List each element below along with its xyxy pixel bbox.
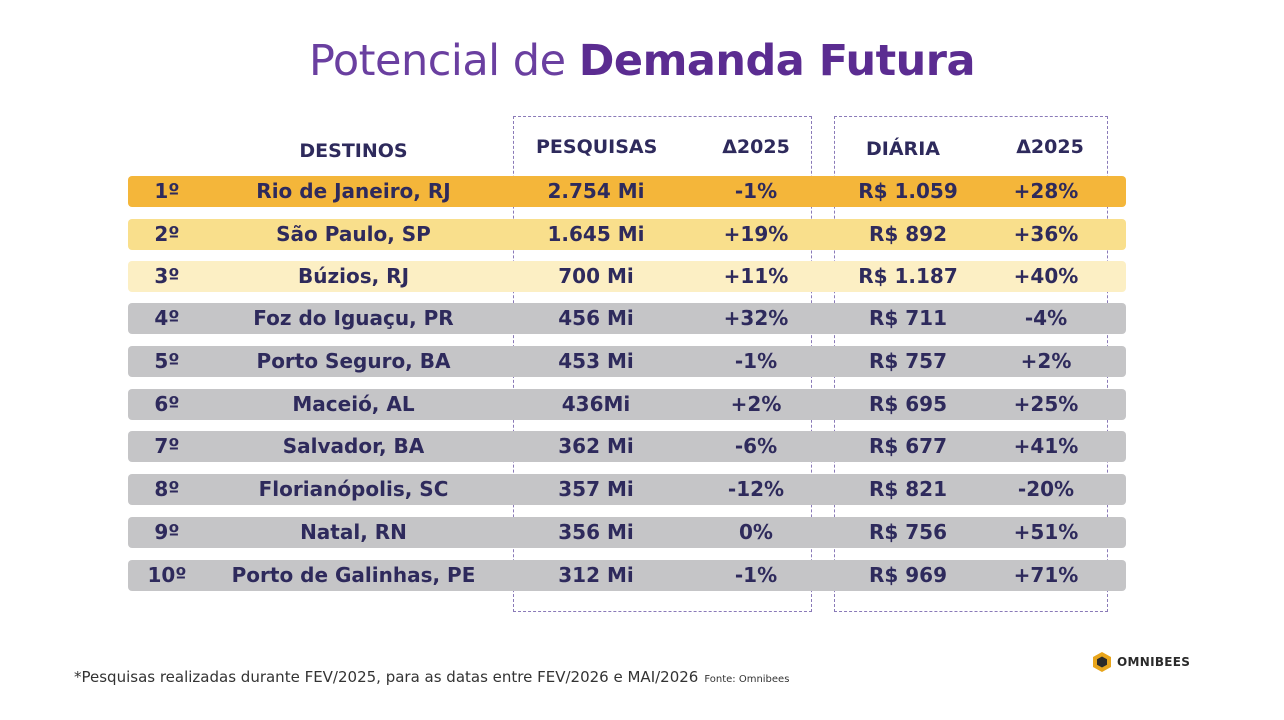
- row-rank: 7º: [154, 434, 180, 458]
- row-rank: 3º: [154, 264, 180, 288]
- header-delta-diaria: Δ2025: [1016, 136, 1084, 158]
- header-delta-pesquisas: Δ2025: [722, 136, 790, 158]
- row-delta-diaria: -20%: [1017, 477, 1075, 501]
- omnibees-logo: OMNIBEES: [1092, 650, 1190, 674]
- footer-note: *Pesquisas realizadas durante FEV/2025, …: [74, 668, 789, 686]
- row-pesquisas: 436Mi: [561, 392, 631, 416]
- row-rank: 1º: [154, 179, 180, 203]
- row-delta-diaria: +40%: [1013, 264, 1079, 288]
- row-destino: Búzios, RJ: [297, 264, 410, 288]
- row-delta-diaria: +71%: [1013, 563, 1079, 587]
- row-delta-diaria: +41%: [1013, 434, 1079, 458]
- row-destino: Rio de Janeiro, RJ: [256, 179, 451, 203]
- row-diaria: R$ 695: [868, 392, 948, 416]
- row-destino: Porto de Galinhas, PE: [231, 563, 476, 587]
- row-destino: Foz do Iguaçu, PR: [253, 306, 454, 330]
- row-diaria: R$ 821: [868, 477, 948, 501]
- row-destino: Maceió, AL: [292, 392, 415, 416]
- table-row: 5º Porto Seguro, BA 453 Mi -1% R$ 757 +2%: [128, 346, 1126, 377]
- row-delta-pesquisas: -1%: [734, 349, 778, 373]
- row-rank: 9º: [154, 520, 180, 544]
- row-destino: São Paulo, SP: [276, 222, 431, 246]
- row-destino: Natal, RN: [300, 520, 407, 544]
- row-delta-pesquisas: -6%: [734, 434, 778, 458]
- row-delta-pesquisas: -1%: [734, 179, 778, 203]
- footer-note-text: *Pesquisas realizadas durante FEV/2025, …: [74, 668, 699, 686]
- row-diaria: R$ 969: [868, 563, 948, 587]
- row-pesquisas: 362 Mi: [558, 434, 634, 458]
- table-row: 7º Salvador, BA 362 Mi -6% R$ 677 +41%: [128, 431, 1126, 462]
- row-rank: 5º: [154, 349, 180, 373]
- row-delta-pesquisas: +32%: [723, 306, 789, 330]
- row-rank: 6º: [154, 392, 180, 416]
- row-delta-pesquisas: -1%: [734, 563, 778, 587]
- header-destinos: DESTINOS: [299, 140, 408, 162]
- row-delta-pesquisas: +19%: [723, 222, 789, 246]
- row-diaria: R$ 756: [868, 520, 948, 544]
- row-delta-pesquisas: +2%: [730, 392, 782, 416]
- row-diaria: R$ 892: [868, 222, 948, 246]
- row-pesquisas: 2.754 Mi: [547, 179, 645, 203]
- row-delta-diaria: -4%: [1024, 306, 1068, 330]
- row-pesquisas: 356 Mi: [558, 520, 634, 544]
- row-delta-pesquisas: -12%: [727, 477, 785, 501]
- row-delta-pesquisas: +11%: [723, 264, 789, 288]
- header-diaria: DIÁRIA: [866, 138, 940, 160]
- row-diaria: R$ 711: [868, 306, 948, 330]
- table-row: 10º Porto de Galinhas, PE 312 Mi -1% R$ 969 +…: [128, 560, 1126, 591]
- table-row: 4º Foz do Iguaçu, PR 456 Mi +32% R$ 711 -4%: [128, 303, 1126, 334]
- table-row: 6º Maceió, AL 436Mi +2% R$ 695 +25%: [128, 389, 1126, 420]
- row-pesquisas: 357 Mi: [558, 477, 634, 501]
- row-rank: 10º: [147, 563, 187, 587]
- header-pesquisas: PESQUISAS: [536, 136, 658, 158]
- row-pesquisas: 700 Mi: [558, 264, 634, 288]
- row-pesquisas: 456 Mi: [558, 306, 634, 330]
- row-rank: 4º: [154, 306, 180, 330]
- table-row: 8º Florianópolis, SC 357 Mi -12% R$ 821 -20%: [128, 474, 1126, 505]
- table-row: 1º Rio de Janeiro, RJ 2.754 Mi -1% R$ 1.059 +…: [128, 176, 1126, 207]
- row-pesquisas: 453 Mi: [558, 349, 634, 373]
- page-title: Potencial de Demanda Futura: [0, 36, 1284, 86]
- row-destino: Salvador, BA: [282, 434, 425, 458]
- row-diaria: R$ 1.187: [858, 264, 958, 288]
- row-rank: 8º: [154, 477, 180, 501]
- table-row: 3º Búzios, RJ 700 Mi +11% R$ 1.187 +40%: [128, 261, 1126, 292]
- row-diaria: R$ 757: [868, 349, 948, 373]
- row-delta-diaria: +25%: [1013, 392, 1079, 416]
- title-bold: Demanda Futura: [578, 36, 976, 86]
- row-delta-diaria: +2%: [1020, 349, 1072, 373]
- row-delta-diaria: +28%: [1013, 179, 1079, 203]
- row-destino: Porto Seguro, BA: [256, 349, 451, 373]
- table-row: 9º Natal, RN 356 Mi 0% R$ 756 +51%: [128, 517, 1126, 548]
- table-row: 2º São Paulo, SP 1.645 Mi +19% R$ 892 +36%: [128, 219, 1126, 250]
- row-pesquisas: 312 Mi: [558, 563, 634, 587]
- logo-text: OMNIBEES: [1117, 655, 1191, 669]
- row-delta-diaria: +36%: [1013, 222, 1079, 246]
- title-regular: Potencial de: [308, 36, 579, 86]
- footer-source: Fonte: Omnibees: [704, 674, 790, 685]
- row-pesquisas: 1.645 Mi: [547, 222, 645, 246]
- row-delta-pesquisas: 0%: [739, 520, 773, 544]
- row-diaria: R$ 1.059: [858, 179, 958, 203]
- row-delta-diaria: +51%: [1013, 520, 1079, 544]
- row-destino: Florianópolis, SC: [258, 477, 449, 501]
- row-rank: 2º: [154, 222, 180, 246]
- hexagon-logo-icon: [1093, 652, 1111, 672]
- row-diaria: R$ 677: [868, 434, 948, 458]
